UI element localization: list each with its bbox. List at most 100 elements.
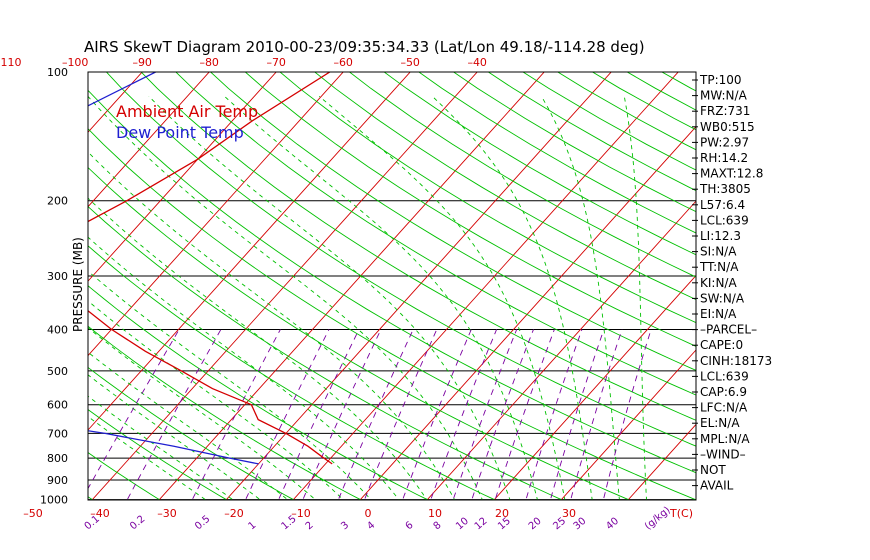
mixing-ratio-label: 0.5 (193, 514, 212, 533)
mixing-ratio-label: 40 (604, 516, 621, 533)
mixing-ratio-line (430, 329, 498, 500)
index-item: TT:N/A (699, 260, 739, 274)
mixing-ratio-line (471, 329, 534, 500)
dry-adiabat (314, 72, 696, 301)
isotherm-line (88, 72, 210, 208)
isotherm-line (0, 52, 26, 508)
legend-ambient-air-temp: Ambient Air Temp (116, 102, 258, 121)
dry-adiabat (209, 72, 696, 371)
chart-title: AIRS SkewT Diagram 2010-00-23/09:35:34.3… (84, 38, 645, 56)
mixing-ratio-label: 10 (454, 516, 471, 533)
dry-adiabat (88, 89, 696, 474)
mixing-ratio-line (302, 329, 382, 500)
mixing-ratio-label: 2 (304, 520, 316, 533)
mixing-ratio-label: 20 (527, 516, 544, 533)
mixing-ratio-line (126, 329, 222, 500)
index-item: L57:6.4 (700, 198, 745, 212)
index-item: MAXT:12.8 (700, 167, 763, 181)
moist-adiabat (88, 374, 262, 500)
mixing-ratio-line (452, 329, 518, 500)
moist-adiabat (88, 95, 483, 500)
index-item: KI:N/A (700, 276, 737, 290)
index-item: LCL:639 (700, 213, 749, 227)
moist-adiabat (432, 95, 593, 500)
bottom-temp-tick-label: –10 (291, 507, 311, 520)
isotherm-line (88, 72, 411, 431)
mixing-ratio-label: 6 (404, 520, 416, 533)
isotherm-line (493, 274, 696, 500)
dry-adiabat (88, 166, 631, 500)
isotherm-line (560, 349, 696, 500)
isotherm-line (88, 72, 344, 357)
index-item: CINH:18173 (700, 354, 772, 368)
plot-frame (87, 71, 697, 501)
index-item: SW:N/A (700, 291, 745, 305)
y-axis-label: PRESSURE (MB) (71, 237, 85, 332)
isotherm-line (292, 72, 679, 500)
index-item: TH:3805 (699, 182, 751, 196)
series-layer (88, 72, 333, 465)
ticks-layer: 1002003004005006007008009001000–120–110–… (0, 56, 693, 532)
dry-adiabat (88, 285, 430, 500)
moist-adiabat (318, 95, 566, 500)
mixing-ratio-line (402, 329, 472, 500)
isotherm-line (88, 72, 277, 282)
pressure-tick-label: 100 (47, 66, 68, 79)
top-temp-tick-label: –60 (333, 56, 353, 69)
isotherm-line (158, 72, 545, 500)
top-temp-tick-label: –40 (467, 56, 487, 69)
legend-dew-point-temp: Dew Point Temp (116, 123, 244, 142)
dry-adiabat (88, 366, 296, 500)
moist-adiabat (224, 95, 538, 500)
index-item: FRZ:731 (700, 104, 750, 118)
top-temp-tick-label: –70 (266, 56, 286, 69)
dry-adiabat (88, 408, 228, 500)
isotherm-line (426, 200, 696, 500)
dry-adiabat (556, 72, 696, 151)
dry-adiabat (88, 128, 696, 500)
index-item: –WIND– (700, 447, 746, 461)
dry-adiabat (279, 72, 696, 324)
top-temp-tick-label: –110 (0, 56, 21, 69)
index-item: PW:2.97 (700, 135, 749, 149)
dry-adiabat (88, 451, 161, 500)
pressure-tick-label: 200 (47, 195, 68, 208)
bottom-temp-tick-label: –50 (23, 507, 43, 520)
mixing-ratio-line (570, 329, 623, 500)
dry-adiabat (140, 72, 696, 421)
mixing-ratio-line (525, 329, 583, 500)
top-temp-tick-label: –80 (199, 56, 219, 69)
dry-adiabat (244, 72, 696, 347)
mixing-ratio-line (337, 329, 414, 500)
dry-adiabat (88, 205, 564, 500)
isotherm-line (627, 423, 696, 500)
dry-adiabat (383, 72, 696, 256)
mixing-ratio-line (191, 329, 281, 500)
index-item: MW:N/A (700, 89, 748, 103)
index-item: EI:N/A (700, 307, 737, 321)
index-item: SI:N/A (700, 245, 737, 259)
bottom-temp-tick-label: –30 (157, 507, 177, 520)
dry-adiabat (105, 72, 696, 447)
pressure-tick-label: 300 (47, 270, 68, 283)
bottom-temp-tick-label: –40 (90, 507, 110, 520)
mixing-ratio-label: 0.2 (128, 514, 147, 533)
moist-adiabat (88, 151, 456, 500)
index-item: CAPE:0 (700, 338, 743, 352)
top-temp-tick-label: –90 (132, 56, 152, 69)
bottom-temp-tick-label: 20 (495, 507, 509, 520)
bottom-temp-tick-label: 0 (365, 507, 372, 520)
top-temp-tick-label: –50 (400, 56, 420, 69)
dry-adiabat (175, 72, 696, 396)
grid-layer (0, 52, 696, 508)
pressure-tick-label: 1000 (40, 494, 68, 507)
bottom-temp-tick-label: 10 (428, 507, 442, 520)
index-item: AVAIL (700, 479, 734, 493)
mixing-ratio-unit: (g/kg) (643, 505, 673, 533)
moist-adiabat (148, 95, 511, 500)
mixing-ratio-line (363, 329, 438, 500)
dry-adiabat (88, 245, 497, 500)
mixing-ratio-label: 8 (432, 520, 444, 533)
